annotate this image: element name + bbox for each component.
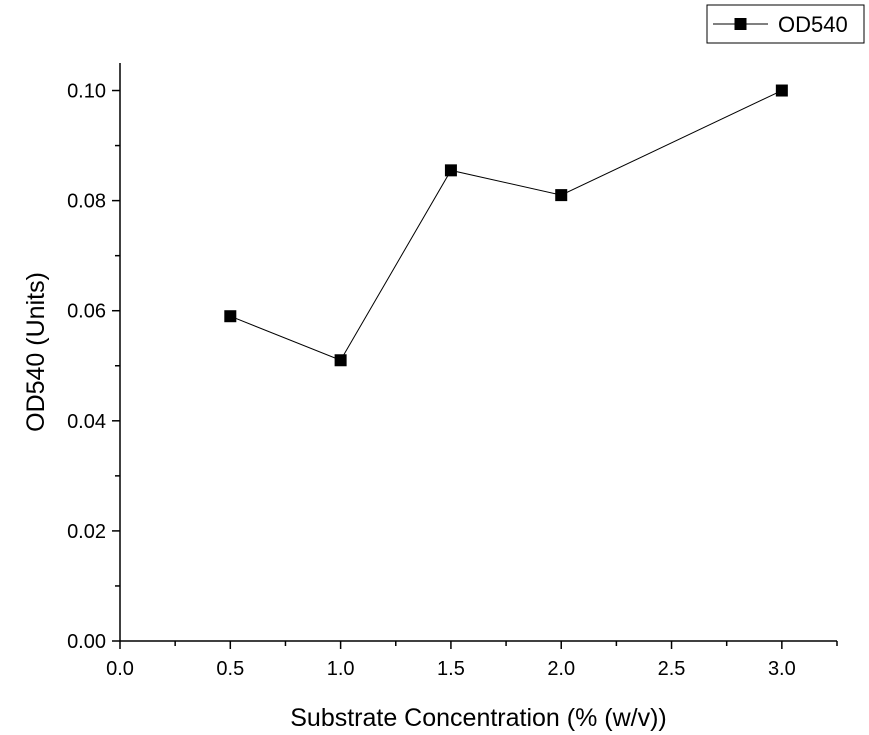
y-tick-label: 0.00 bbox=[67, 631, 106, 653]
y-tick-label: 0.04 bbox=[67, 411, 106, 433]
data-point bbox=[775, 84, 788, 97]
series-layer bbox=[224, 84, 788, 367]
y-tick-label: 0.08 bbox=[67, 191, 106, 213]
legend: OD540 bbox=[706, 4, 865, 44]
legend-entry-od540: OD540 bbox=[778, 12, 848, 37]
x-tick-label: 2.5 bbox=[658, 658, 686, 680]
legend-marker-square bbox=[734, 18, 747, 30]
data-point bbox=[334, 354, 347, 367]
y-tick-label: 0.10 bbox=[67, 81, 106, 103]
x-tick-label: 1.0 bbox=[327, 658, 355, 680]
series-line-od540 bbox=[230, 90, 783, 361]
x-tick-label: 1.5 bbox=[437, 658, 465, 680]
y-axis-title: OD540 (Units) bbox=[22, 272, 50, 432]
y-tick-label: 0.06 bbox=[67, 301, 106, 323]
x-tick-label: 2.0 bbox=[547, 658, 575, 680]
data-point bbox=[444, 164, 457, 177]
x-tick-label: 0.5 bbox=[216, 658, 244, 680]
y-tick-label: 0.02 bbox=[67, 521, 106, 543]
x-axis-ticks: 0.0 0.5 1.0 1.5 2.0 2.5 3.0 bbox=[106, 641, 838, 680]
x-axis-title: Substrate Concentration (% (w/v)) bbox=[290, 704, 667, 732]
x-tick-label: 3.0 bbox=[768, 658, 796, 680]
data-point bbox=[555, 189, 568, 202]
y-axis-ticks: 0.00 0.02 0.04 0.06 0.08 0.10 bbox=[67, 81, 120, 653]
data-point bbox=[224, 310, 237, 323]
x-tick-label: 0.0 bbox=[106, 658, 134, 680]
